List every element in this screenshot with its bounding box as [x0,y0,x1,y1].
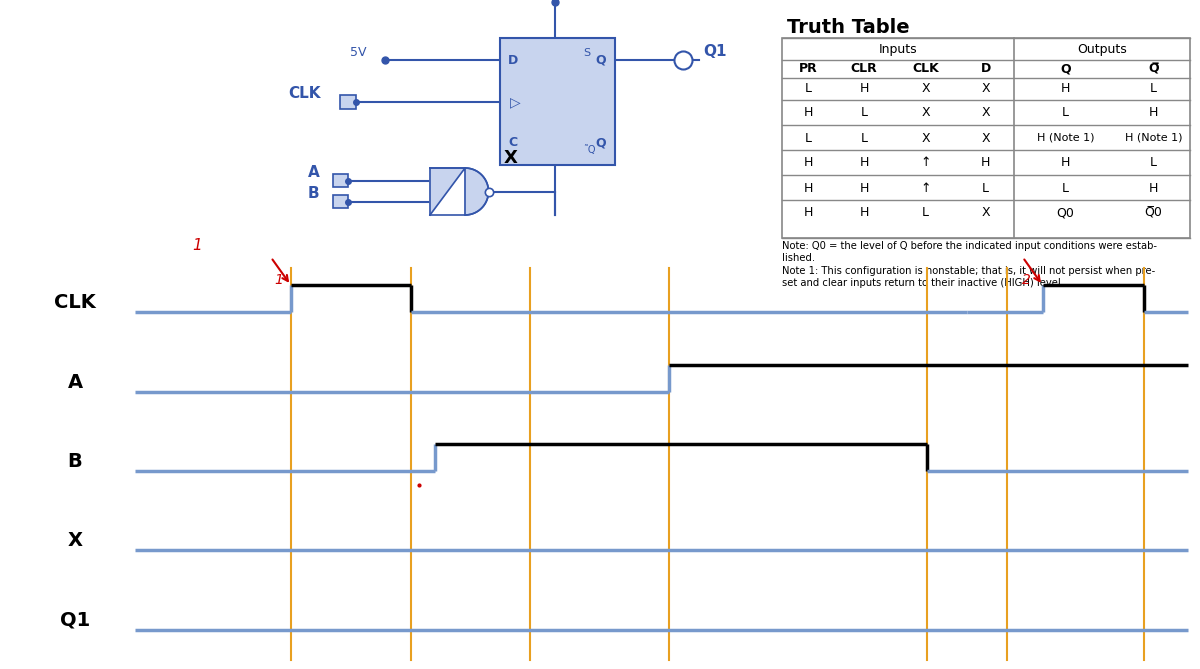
Text: X: X [982,132,990,145]
Text: H: H [859,82,869,96]
Text: D: D [508,54,518,66]
Text: CLR: CLR [851,62,877,76]
Text: Q: Q [595,54,606,66]
Text: 2: 2 [1022,273,1031,287]
Text: X: X [982,82,990,96]
Polygon shape [430,168,488,215]
Text: H: H [1061,157,1070,169]
Text: X: X [922,132,930,145]
Text: H: H [980,157,990,169]
Text: H: H [859,207,869,219]
Text: X: X [67,531,83,551]
Text: L: L [804,82,811,96]
Text: A: A [308,165,319,180]
Text: L: L [1062,106,1069,120]
Text: X: X [922,82,930,96]
Text: X: X [982,106,990,120]
Text: H: H [803,181,812,195]
Text: 1: 1 [274,273,283,287]
Text: C: C [508,136,517,149]
Text: B: B [67,452,83,471]
Text: ˜Q: ˜Q [583,145,595,155]
Text: H: H [859,181,869,195]
Text: Outputs: Outputs [1078,43,1127,56]
Text: ▷: ▷ [510,95,521,109]
Text: L: L [860,106,868,120]
Bar [334,195,348,208]
Text: Truth Table: Truth Table [787,18,910,37]
Text: Q1: Q1 [703,44,726,59]
Text: L: L [860,132,868,145]
Bar [782,38,1190,238]
Text: H (Note 1): H (Note 1) [1124,133,1182,143]
Text: D: D [980,62,991,76]
Text: L: L [1150,157,1157,169]
Text: S: S [583,48,590,58]
Text: Q̅: Q̅ [1148,62,1159,76]
Text: CLK: CLK [912,62,938,76]
Text: Note 1: This configuration is nonstable; that is, it will not persist when pre-
: Note 1: This configuration is nonstable;… [782,266,1156,288]
Text: L: L [804,132,811,145]
Bar [500,38,616,165]
Text: L: L [1150,82,1157,96]
Bar [334,174,348,187]
Text: L: L [922,207,929,219]
Text: H: H [1061,82,1070,96]
Text: X: X [982,207,990,219]
Text: Note: Q0 = the level of Q before the indicated input conditions were estab-
lish: Note: Q0 = the level of Q before the ind… [782,241,1157,263]
Text: Inputs: Inputs [878,43,917,56]
Text: Q̅0: Q̅0 [1145,207,1163,219]
Text: H: H [803,106,812,120]
Text: H: H [1148,106,1158,120]
Text: 5V: 5V [350,46,366,59]
Text: Q: Q [1060,62,1070,76]
Text: H: H [803,157,812,169]
Text: L: L [1062,181,1069,195]
Text: H (Note 1): H (Note 1) [1037,133,1094,143]
Text: PR: PR [799,62,817,76]
Text: CLK: CLK [54,293,96,312]
Text: Q1: Q1 [60,611,90,630]
Text: ↑: ↑ [920,157,931,169]
Bar [340,95,356,109]
Text: ↑: ↑ [920,181,931,195]
Text: Q0: Q0 [1056,207,1074,219]
Text: H: H [803,207,812,219]
Text: H: H [1148,181,1158,195]
Text: Q: Q [595,136,606,149]
Text: B: B [308,186,319,201]
Text: L: L [982,181,989,195]
Text: X: X [922,106,930,120]
Text: X: X [504,149,517,167]
Text: H: H [859,157,869,169]
Text: A: A [67,373,83,391]
Text: CLK: CLK [288,86,320,101]
Text: 1: 1 [192,237,202,252]
